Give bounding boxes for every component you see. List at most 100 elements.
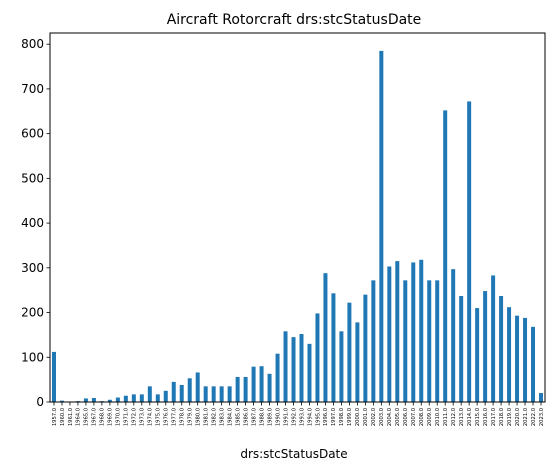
bar [123,395,128,402]
bar [299,334,304,402]
x-tick-label: 1998.0 [339,408,345,426]
x-tick-label: 1972.0 [132,408,138,426]
bar [259,366,264,402]
bar [267,373,272,402]
bar [187,378,192,402]
bar [171,381,176,402]
x-tick-label: 1978.0 [180,408,186,426]
bar [107,399,112,402]
bar [323,273,328,402]
x-axis: 1957.0 1960.0 1961.0 1964.0 1965.0 1967.0 1968… [52,402,545,426]
x-tick-label: 1971.0 [124,408,130,426]
bar [459,295,464,402]
x-axis-label: drs:stcStatusDate [240,447,347,461]
bar [483,291,488,402]
bar [59,400,64,402]
x-tick-label: 2001.0 [363,408,369,426]
bar [427,280,432,402]
bar [395,261,400,402]
x-tick-label: 1987.0 [251,408,257,426]
x-tick-label: 1991.0 [283,408,289,426]
x-tick-label: 1960.0 [60,408,66,426]
x-tick-label: 1981.0 [203,408,209,426]
bar [443,110,448,403]
bar [275,353,280,402]
bar [283,331,288,402]
y-tick-label: 600 [21,127,44,141]
bar [315,313,320,402]
bar [515,315,520,402]
x-tick-label: 2010.0 [435,408,441,426]
bar [83,398,88,402]
x-tick-label: 2005.0 [395,408,401,426]
x-tick-label: 1957.0 [52,408,58,426]
y-tick-label: 100 [21,350,44,364]
x-tick-label: 2004.0 [387,408,393,426]
y-tick-label: 0 [36,395,44,409]
bar [227,386,232,402]
x-tick-label: 1968.0 [100,408,106,426]
bar [195,372,200,402]
x-tick-label: 2002.0 [371,408,377,426]
bar [347,302,352,402]
bar [523,317,528,402]
x-tick-label: 2009.0 [427,408,433,426]
x-tick-label: 1964.0 [76,408,82,426]
x-tick-label: 2007.0 [411,408,417,426]
x-tick-label: 1973.0 [140,408,146,426]
x-tick-label: 2013.0 [459,408,465,426]
x-tick-label: 1989.0 [267,408,273,426]
bar [163,390,168,402]
bar [379,50,384,403]
x-tick-label: 1983.0 [219,408,225,426]
x-tick-label: 2014.0 [467,408,473,426]
bar [331,293,336,402]
x-tick-label: 1992.0 [291,408,297,426]
x-tick-label: 1999.0 [347,408,353,426]
bar [371,280,376,402]
bar [179,385,184,402]
x-tick-label: 1976.0 [164,408,170,426]
x-tick-label: 2003.0 [379,408,385,426]
x-tick-label: 1975.0 [156,408,162,426]
x-tick-label: 2021.0 [523,408,529,426]
x-tick-label: 1977.0 [172,408,178,426]
x-tick-label: 2011.0 [443,408,449,426]
x-tick-label: 1994.0 [307,408,313,426]
x-tick-label: 1974.0 [148,408,154,426]
chart-title: Aircraft Rotorcraft drs:stcStatusDate [167,12,422,28]
y-tick-label: 300 [21,261,44,275]
bar [51,351,56,402]
bar [539,393,544,402]
bar [355,322,360,402]
y-tick-label: 700 [21,82,44,96]
bar [115,397,120,402]
x-tick-label: 1997.0 [331,408,337,426]
x-tick-label: 1979.0 [188,408,194,426]
x-tick-label: 1969.0 [108,408,114,426]
x-tick-label: 1995.0 [315,408,321,426]
bar [211,386,216,402]
x-tick-label: 1982.0 [211,408,217,426]
x-tick-label: 2016.0 [483,408,489,426]
x-tick-label: 1967.0 [92,408,98,426]
y-tick-label: 500 [21,171,44,185]
x-tick-label: 2019.0 [507,408,513,426]
bar [387,266,392,402]
bar [203,386,208,402]
bar [291,337,296,402]
x-tick-label: 2015.0 [475,408,481,426]
bar [475,308,480,402]
bar [499,295,504,402]
x-tick-label: 2008.0 [419,408,425,426]
x-tick-label: 2020.0 [515,408,521,426]
bar [507,307,512,402]
x-tick-label: 1970.0 [116,408,122,426]
bar [419,259,424,402]
bar [491,275,496,402]
x-tick-label: 2017.0 [491,408,497,426]
y-tick-label: 400 [21,216,44,230]
plot-frame [49,32,546,403]
bar [243,376,248,402]
